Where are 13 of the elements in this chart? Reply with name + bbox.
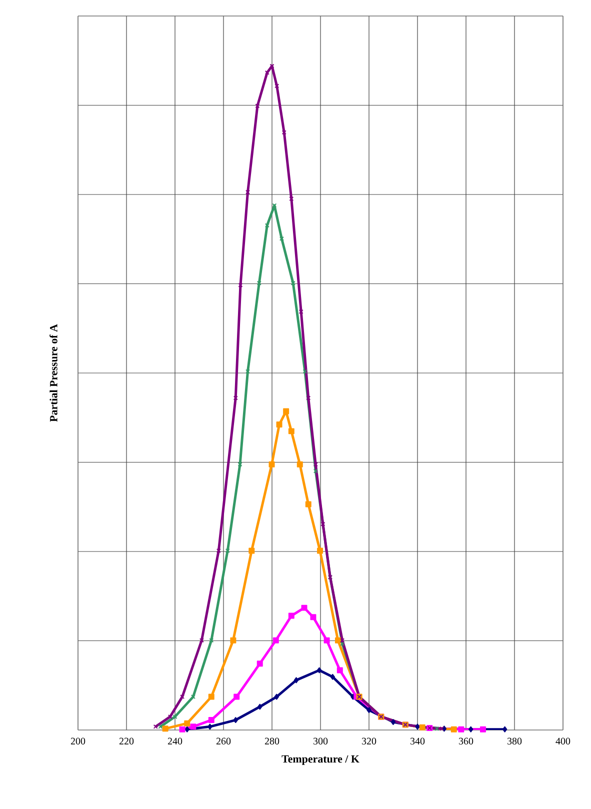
x-tick-label: 280 bbox=[264, 738, 280, 744]
x-tick-label: 380 bbox=[508, 738, 522, 744]
x-axis-title: Temperature / K bbox=[282, 755, 360, 765]
x-tick-label: 260 bbox=[216, 738, 231, 744]
x-tick-label: 220 bbox=[119, 738, 134, 744]
x-tick-label: 300 bbox=[314, 738, 328, 744]
y-axis-title: Partial Pressure of A bbox=[50, 324, 58, 422]
x-tick-label: 360 bbox=[459, 738, 474, 744]
x-tick-label: 240 bbox=[168, 738, 182, 744]
x-tick-label: 340 bbox=[410, 738, 425, 744]
x-tick-label: 400 bbox=[556, 738, 570, 744]
x-tick-label: 200 bbox=[70, 738, 86, 744]
x-tick-label: 320 bbox=[362, 738, 376, 744]
